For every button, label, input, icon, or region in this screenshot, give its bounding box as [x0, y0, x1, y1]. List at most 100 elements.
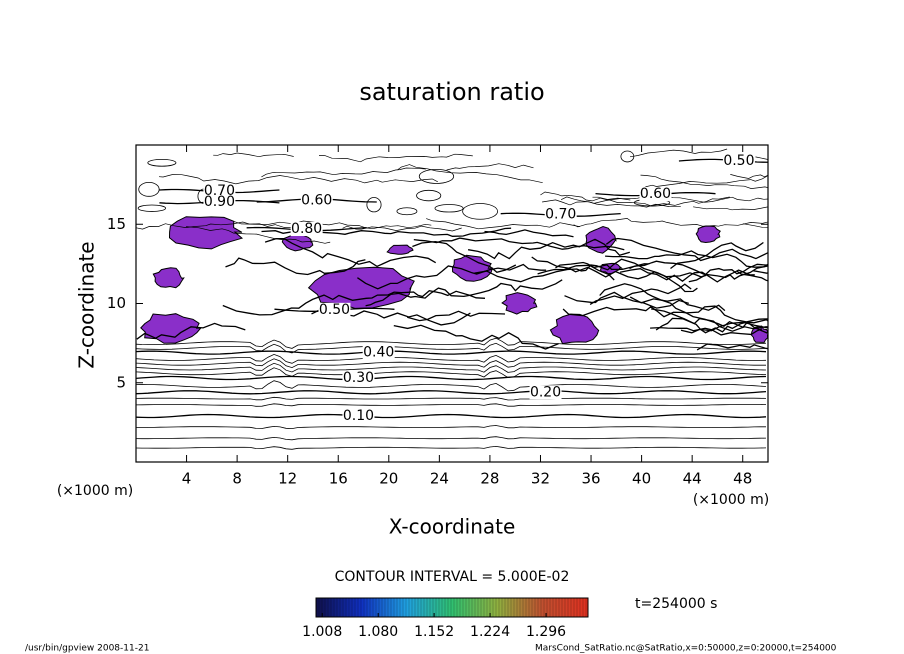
x-tick-label: 24 [430, 470, 449, 488]
contour-line [136, 353, 767, 364]
x-unit-label: (×1000 m) [693, 492, 769, 508]
x-tick-label: 40 [632, 470, 651, 488]
colorbar-tick-label: 1.224 [470, 624, 510, 640]
contour-line [640, 174, 768, 189]
contour-line [366, 197, 382, 213]
contour-line [629, 148, 728, 158]
contour-line [136, 350, 767, 355]
contour-label: 0.50 [723, 153, 754, 169]
x-tick-label: 28 [480, 470, 499, 488]
contour-line [136, 221, 320, 230]
contour-line [365, 279, 563, 307]
contour-line [158, 174, 438, 185]
contour-line [462, 203, 498, 220]
contour-line [426, 218, 580, 230]
contour-line [136, 337, 767, 349]
contour-line [136, 375, 767, 381]
contour-line [619, 268, 755, 283]
colorbar-tick-label: 1.080 [358, 624, 398, 640]
filled-region [168, 216, 244, 250]
contour-line [736, 270, 768, 282]
filled-region [501, 292, 538, 315]
contour-line [767, 340, 768, 342]
contour-label-bg [544, 207, 577, 222]
contour-label: 0.70 [545, 207, 576, 223]
contour-label: 0.60 [640, 186, 671, 202]
contour-line [413, 237, 625, 251]
contour-line [467, 238, 630, 260]
contour-line [573, 218, 768, 228]
contour-label: 0.10 [343, 408, 374, 424]
contour-label: 0.90 [204, 194, 235, 210]
x-tick-label: 32 [531, 470, 550, 488]
contour-line [186, 226, 331, 244]
colorbar-tick-label: 1.296 [526, 624, 566, 640]
contour-line [138, 181, 160, 197]
contour-label-bg [722, 153, 755, 168]
x-tick-label: 36 [581, 470, 600, 488]
contour-line [136, 342, 767, 354]
contour-label-bg [342, 409, 375, 424]
contour-line [136, 396, 767, 401]
contour-line [137, 204, 167, 212]
contour-line [264, 237, 437, 268]
contour-line [753, 270, 768, 274]
contour-line [136, 322, 246, 340]
x-tick-label: 12 [278, 470, 297, 488]
x-tick-label: 44 [683, 470, 702, 488]
contour-label: 0.30 [343, 370, 374, 386]
contour-label-bg [203, 183, 236, 198]
contour-label: 0.70 [204, 183, 235, 199]
chart-title: saturation ratio [359, 78, 544, 106]
contour-line [650, 326, 763, 336]
contour-line [357, 263, 547, 290]
contour-line [688, 263, 768, 283]
contour-line [136, 380, 767, 392]
filled-region [140, 313, 202, 344]
footer: MarsCond_SatRatio.nc@SatRatio,x=0:50000,… [535, 644, 837, 654]
contour-label: 0.20 [530, 384, 561, 400]
contour-label-bg [290, 222, 323, 237]
plot-area: 0.10 0.20 0.30 0.40 0.50 0.50 0.60 0.60 0.70 0.70… [136, 148, 768, 450]
contour-line [418, 168, 455, 184]
contour-label-bg [342, 370, 375, 385]
contour-line [605, 250, 768, 268]
footer: /usr/bin/gpview 2008-11-21 [25, 644, 149, 654]
contour-line [589, 283, 692, 305]
x-tick-label: 16 [329, 470, 348, 488]
contour-label-bg [529, 385, 562, 400]
contour-line [540, 191, 631, 202]
y-axis-label: Z-coordinate [75, 241, 99, 368]
contour-line [136, 358, 766, 369]
colorbar-tick-label: 1.152 [414, 624, 454, 640]
x-axis-label: X-coordinate [389, 515, 516, 539]
contour-line [342, 225, 462, 232]
contour-label-bg [639, 187, 672, 202]
contour-line [670, 241, 764, 270]
contour-label: 0.50 [319, 302, 350, 318]
contour-line [213, 152, 294, 158]
x-tick-label: 4 [182, 470, 192, 488]
y-tick-label: 10 [107, 294, 126, 312]
contour-line [645, 175, 768, 188]
contour-line [680, 321, 768, 334]
contour-line [629, 260, 768, 280]
contour-line [136, 425, 766, 430]
contour-line [136, 445, 767, 450]
contour-label-bg [300, 193, 333, 208]
y-tick-label: 5 [116, 373, 126, 391]
contour-line [484, 229, 574, 238]
contour-line [397, 164, 543, 184]
contour-line [136, 362, 767, 373]
contour-line [555, 261, 650, 271]
contour-line [396, 207, 418, 216]
x-unit-label: (×1000 m) [57, 483, 133, 499]
contour-line [222, 290, 486, 316]
contour-line [446, 163, 534, 171]
contour-label-bg [318, 302, 351, 317]
x-tick-label: 48 [733, 470, 752, 488]
filled-region [549, 313, 600, 345]
contour-line [416, 189, 442, 202]
filled-region [695, 225, 721, 244]
contour-label: 0.60 [301, 192, 332, 208]
